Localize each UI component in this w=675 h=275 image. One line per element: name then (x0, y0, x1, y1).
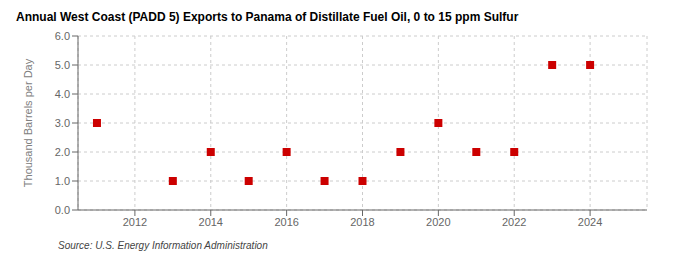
svg-text:2024: 2024 (578, 216, 602, 228)
svg-text:2018: 2018 (350, 216, 374, 228)
svg-text:Thousand Barrels per Day: Thousand Barrels per Day (22, 58, 34, 187)
svg-text:3.0: 3.0 (55, 117, 70, 129)
svg-text:2022: 2022 (502, 216, 526, 228)
svg-text:2012: 2012 (123, 216, 147, 228)
svg-text:0.0: 0.0 (55, 204, 70, 216)
html-text:Source: U.S. Energy Informatio: Source: U.S. Energy Information Administ… (58, 240, 268, 251)
svg-text:4.0: 4.0 (55, 88, 70, 100)
svg-text:5.0: 5.0 (55, 59, 70, 71)
svg-text:2.0: 2.0 (55, 146, 70, 158)
svg-text:2020: 2020 (426, 216, 450, 228)
html-text:Annual West Coast (PADD 5) Exp: Annual West Coast (PADD 5) Exports to Pa… (16, 10, 519, 24)
svg-text:2016: 2016 (274, 216, 298, 228)
svg-text:6.0: 6.0 (55, 30, 70, 42)
svg-text:2014: 2014 (199, 216, 223, 228)
svg-text:1.0: 1.0 (55, 175, 70, 187)
